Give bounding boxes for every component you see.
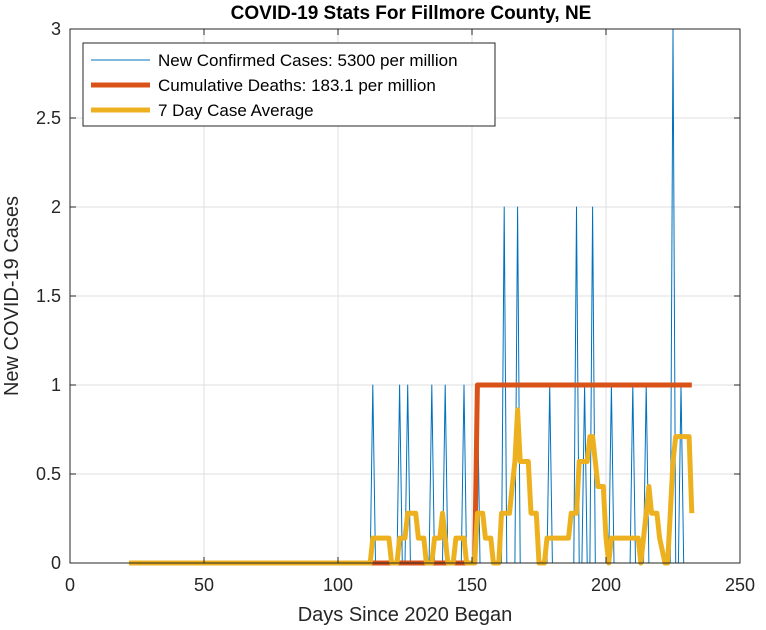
- legend-label-new-cases: New Confirmed Cases: 5300 per million: [158, 51, 458, 70]
- legend-label-deaths: Cumulative Deaths: 183.1 per million: [158, 76, 436, 95]
- y-axis-label: New COVID-19 Cases: [1, 196, 23, 396]
- legend-label-average: 7 Day Case Average: [158, 101, 314, 120]
- y-tick-label: 1.5: [36, 286, 61, 306]
- y-tick-label: 2: [51, 197, 61, 217]
- y-tick-label: 0.5: [36, 464, 61, 484]
- x-tick-label: 200: [591, 575, 621, 595]
- x-tick-label: 250: [725, 575, 755, 595]
- x-tick-label: 100: [323, 575, 353, 595]
- x-tick-label: 0: [65, 575, 75, 595]
- y-tick-label: 3: [51, 19, 61, 39]
- y-tick-label: 2.5: [36, 108, 61, 128]
- x-axis-label: Days Since 2020 Began: [298, 604, 513, 626]
- chart-title: COVID-19 Stats For Fillmore County, NE: [231, 3, 592, 24]
- y-tick-label: 1: [51, 375, 61, 395]
- axis-ticks: 0 50 100 150 200 250 0 0.5 1 1.5 2 2.5 3: [36, 19, 755, 595]
- y-tick-label: 0: [51, 553, 61, 573]
- x-tick-label: 50: [194, 575, 214, 595]
- legend: New Confirmed Cases: 5300 per million Cu…: [82, 42, 496, 127]
- x-tick-label: 150: [457, 575, 487, 595]
- legend-box: [82, 42, 496, 127]
